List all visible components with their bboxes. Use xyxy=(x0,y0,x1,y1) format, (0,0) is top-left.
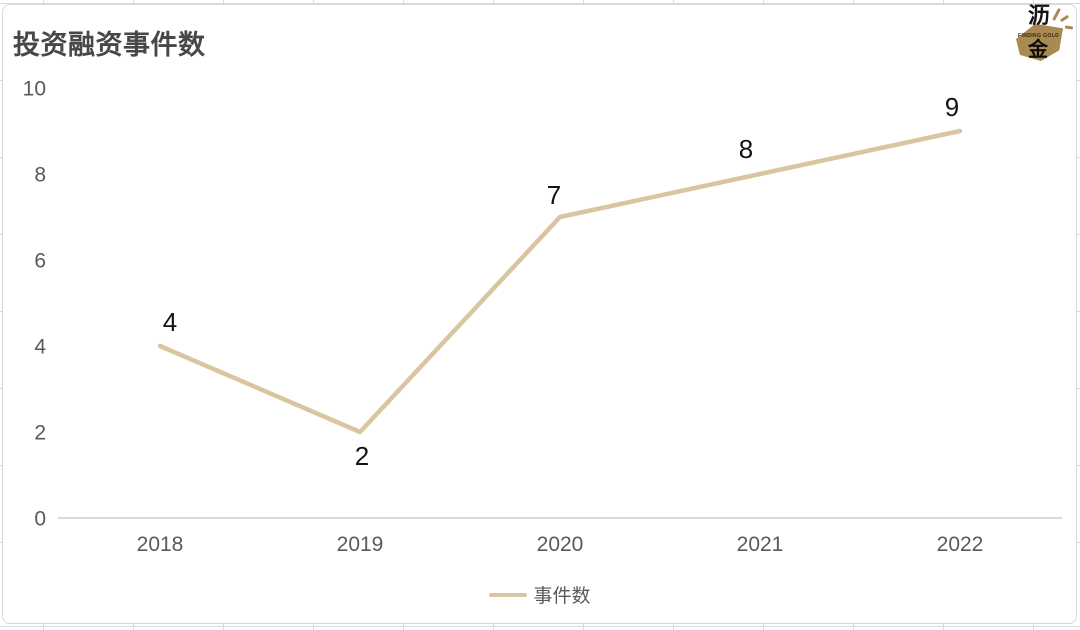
x-axis-tick-label: 2021 xyxy=(737,533,784,556)
sparkle-icon xyxy=(1059,14,1070,23)
data-label: 9 xyxy=(945,92,959,122)
legend-line-swatch xyxy=(489,592,528,597)
y-axis-tick-label: 0 xyxy=(34,507,46,530)
brand-logo: 沥 FINDING GOLD 金 xyxy=(1013,3,1074,62)
y-axis-tick-label: 10 xyxy=(23,77,46,100)
logo-char-bottom: 金 xyxy=(1028,39,1048,61)
data-label: 8 xyxy=(739,134,753,164)
series-line xyxy=(157,128,963,435)
x-axis-tick-label: 2018 xyxy=(137,533,184,556)
data-label: 4 xyxy=(163,307,177,337)
y-axis-tick-label: 8 xyxy=(34,163,46,186)
data-label: 7 xyxy=(547,180,561,210)
x-axis-tick-label: 2019 xyxy=(337,533,384,556)
x-axis-tick-label: 2022 xyxy=(937,533,984,556)
sheet-gridline xyxy=(0,626,1080,627)
logo-char-top: 沥 xyxy=(1028,3,1051,28)
legend-series-label: 事件数 xyxy=(533,586,591,607)
y-axis-tick-label: 6 xyxy=(34,249,46,272)
y-axis-tick-label: 4 xyxy=(34,335,46,358)
chart-title: 投资融资事件数 xyxy=(13,30,206,60)
logo-tagline: FINDING GOLD xyxy=(1018,33,1060,39)
x-axis-tick-label: 2020 xyxy=(537,533,584,556)
data-label: 2 xyxy=(355,441,369,471)
sparkle-icon xyxy=(1064,25,1074,30)
y-axis-tick-label: 2 xyxy=(34,421,46,444)
chart-canvas[interactable] xyxy=(2,4,1077,624)
legend: 事件数 xyxy=(0,581,1080,608)
